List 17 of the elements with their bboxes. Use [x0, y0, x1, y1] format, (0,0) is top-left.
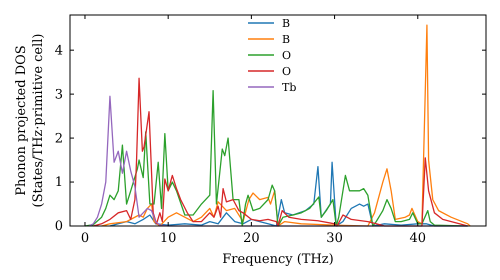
y-tick-label: 2	[54, 131, 63, 146]
x-tick-label: 30	[326, 231, 343, 246]
y-tick-label: 1	[54, 175, 63, 190]
y-tick-label: 0	[54, 219, 63, 234]
x-tick-label: 20	[243, 231, 260, 246]
x-axis-title: Frequency (THz)	[222, 252, 334, 267]
legend-label: O	[282, 49, 292, 62]
legend-label: Tb	[282, 81, 296, 94]
x-tick-label: 40	[410, 231, 426, 246]
y-tick-label: 3	[54, 87, 63, 102]
y-axis-title: Phonon projected DOS (States/THz·primitive cell)	[14, 33, 46, 208]
x-tick-label: 0	[80, 231, 90, 246]
legend-label: O	[282, 65, 292, 78]
x-tick-label: 10	[160, 231, 176, 246]
legend-label: B	[282, 17, 290, 30]
legend-label: B	[282, 33, 290, 46]
y-tick-label: 4	[54, 43, 63, 58]
